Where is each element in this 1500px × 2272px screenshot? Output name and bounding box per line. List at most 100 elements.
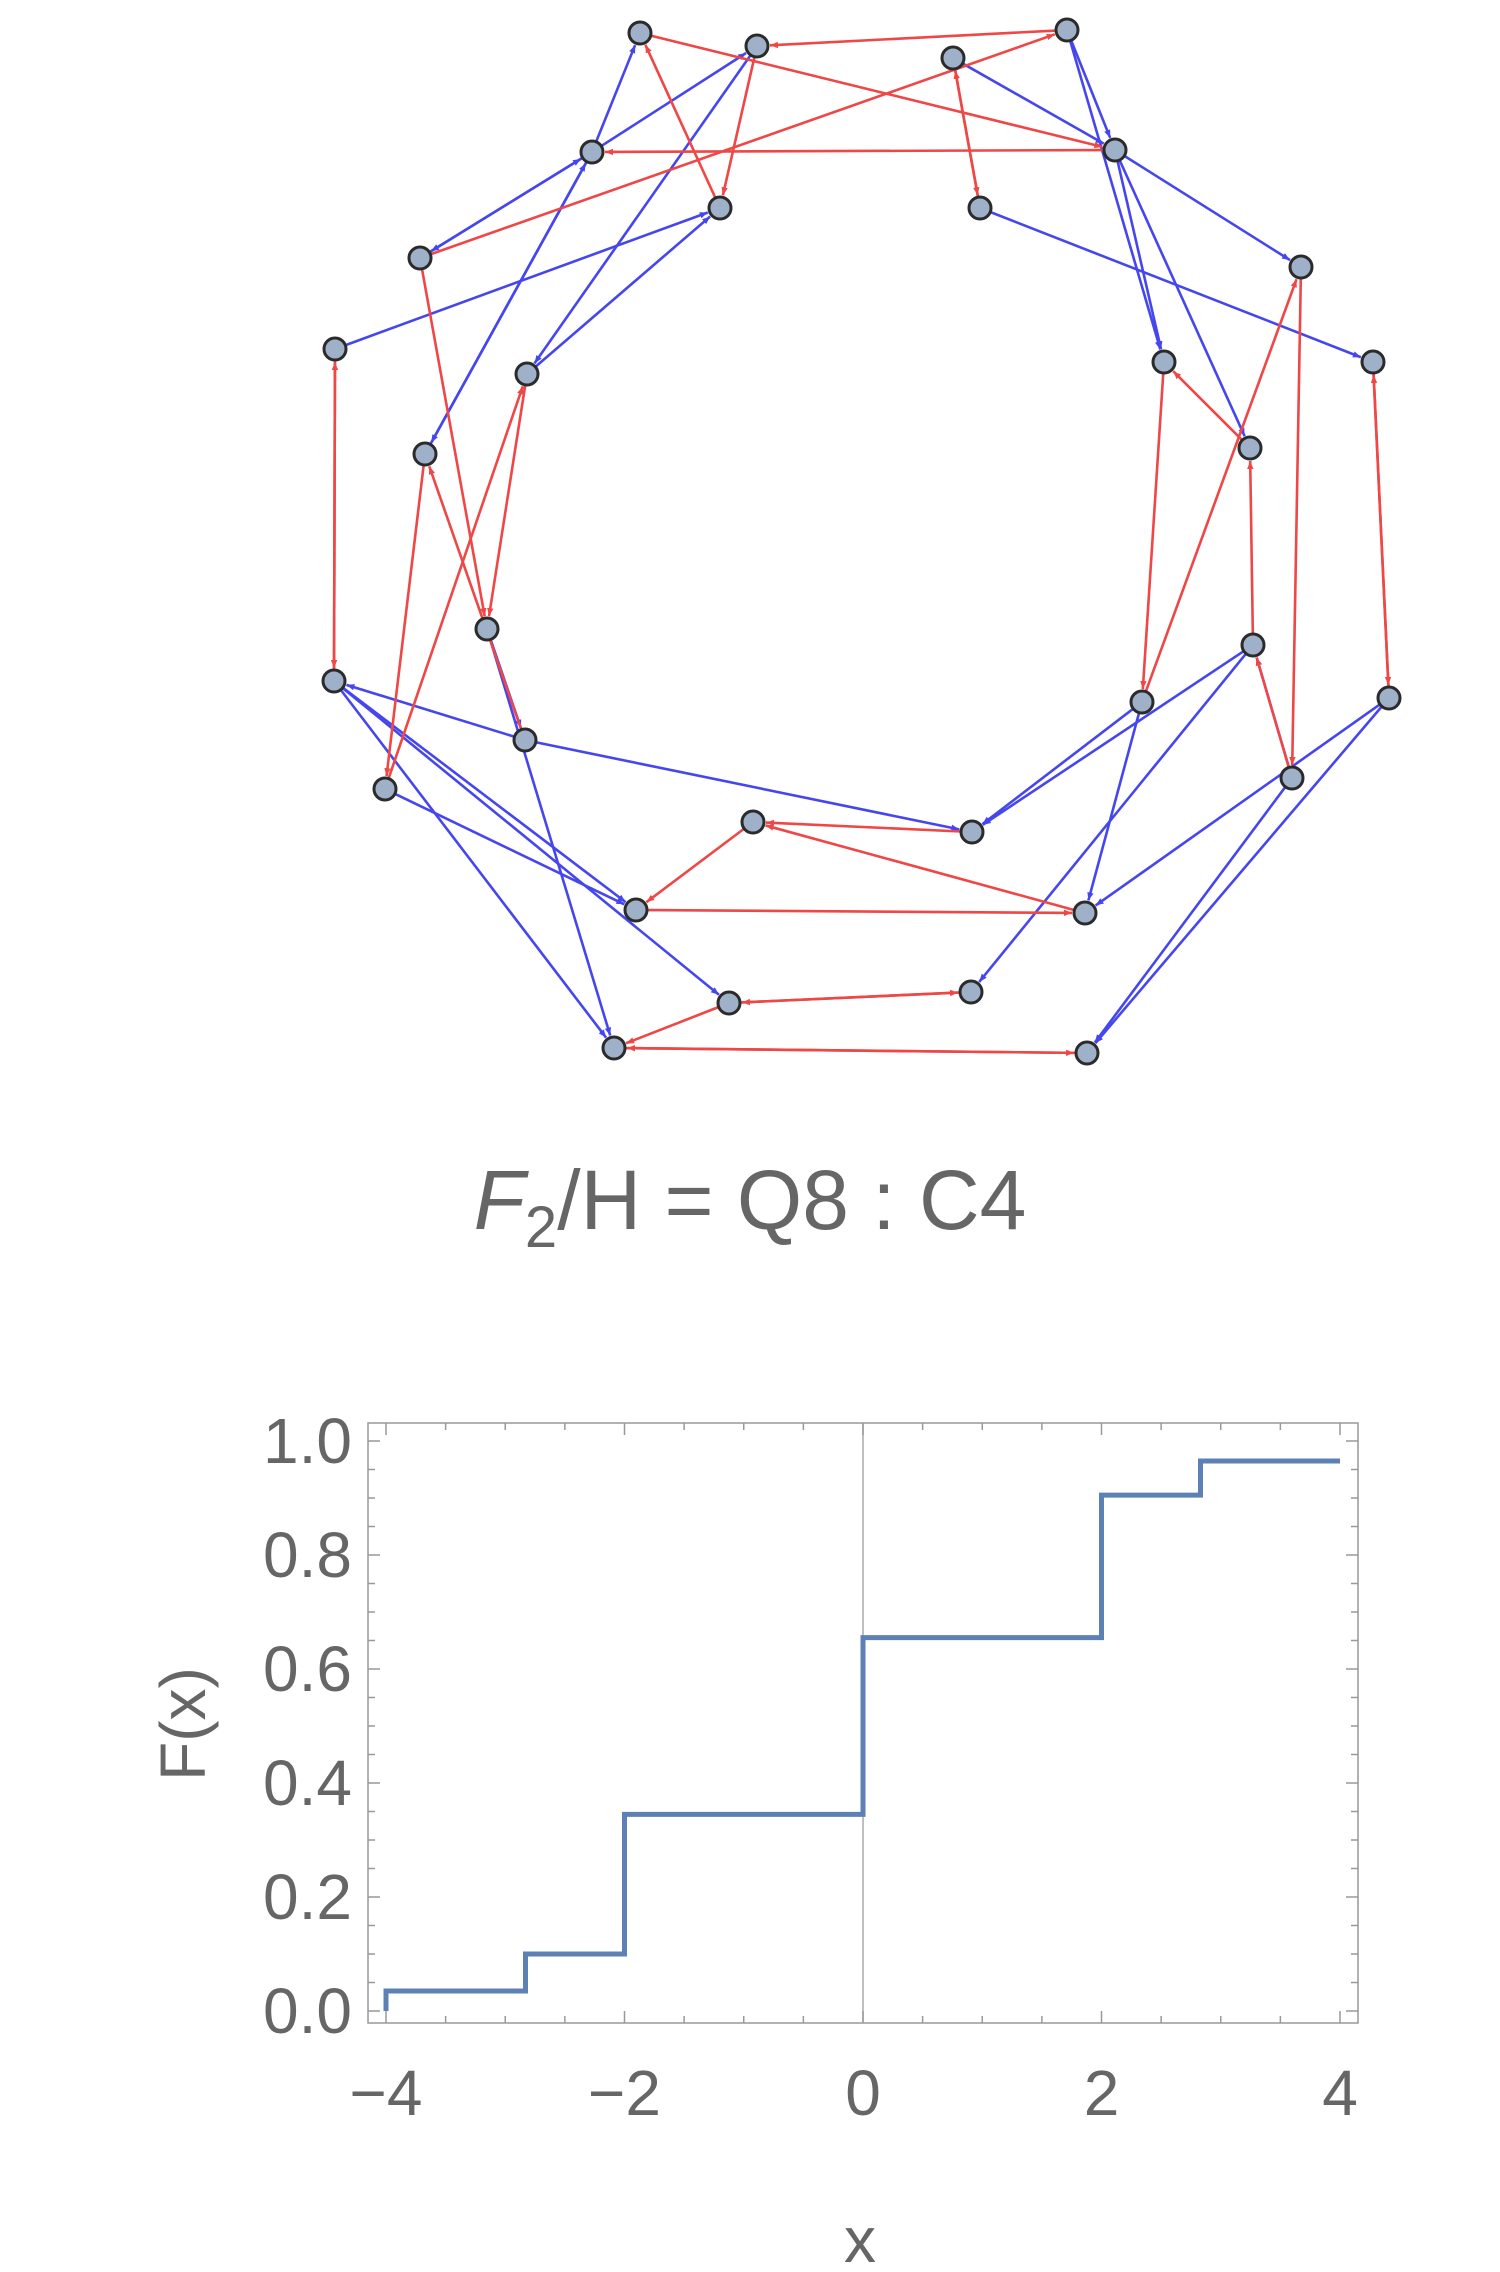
caption-group-subscript: 2 xyxy=(524,1195,558,1260)
plot-ticks: −4 −2 0 2 4 0.0 0.2 0.4 0.6 0.8 1.0 xyxy=(263,1405,1358,2129)
y-tick-label: 0.6 xyxy=(263,1633,352,1705)
y-tick-label: 0.2 xyxy=(263,1861,352,1933)
graph-node-n21 xyxy=(1240,632,1266,658)
blue-edge-n17-n31 xyxy=(488,639,612,1036)
blue-edge-n10-n6 xyxy=(344,211,709,347)
y-tick-label: 1.0 xyxy=(263,1405,352,1477)
graph-node-n19 xyxy=(512,727,538,753)
red-edge-n13-n22 xyxy=(1140,372,1165,690)
red-edge-n9-n4 xyxy=(429,33,1056,256)
y-axis-label: F(x) xyxy=(147,1667,219,1781)
red-edge-n6-n1 xyxy=(644,44,717,199)
blue-edge-n19-n26 xyxy=(535,740,960,831)
x-tick-label: 0 xyxy=(845,2057,881,2129)
graph-node-n14 xyxy=(1288,254,1314,280)
blue-edge-n8-n14 xyxy=(1123,154,1291,262)
blue-edge-n8-n13 xyxy=(1116,160,1163,350)
graph-node-n10 xyxy=(322,336,348,362)
blue-edge-n5-n2 xyxy=(600,51,747,148)
blue-edge-n2-n11 xyxy=(533,54,752,365)
x-tick-label: 2 xyxy=(1084,2057,1120,2129)
graph-node-n29 xyxy=(716,990,742,1016)
x-tick-label: −4 xyxy=(350,2057,423,2129)
cayley-graph-svg xyxy=(321,17,1402,1066)
x-tick-label: 4 xyxy=(1322,2057,1358,2129)
blue-edge-n8-n16 xyxy=(1118,159,1246,437)
graph-node-n4 xyxy=(1054,17,1080,43)
red-edge-n9-n17 xyxy=(420,268,487,617)
red-edge-n30-n29 xyxy=(741,991,961,1006)
red-edge-n7-n3 xyxy=(953,70,980,198)
graph-node-n1 xyxy=(627,20,653,46)
red-edge-n27-n28 xyxy=(646,908,1073,917)
blue-edge-n18-n29 xyxy=(341,686,720,996)
graph-node-n9 xyxy=(407,245,433,271)
graph-node-n7 xyxy=(967,195,993,221)
graph-node-n13 xyxy=(1151,349,1177,375)
cayley-graph xyxy=(0,0,1500,1100)
red-edge-n26-n25 xyxy=(765,819,962,833)
y-tick-label: 0.4 xyxy=(263,1747,352,1819)
blue-edge-n18-n27 xyxy=(341,686,627,904)
red-edge-n14-n24 xyxy=(1289,277,1303,766)
caption-rest: /H = Q8 : C4 xyxy=(557,1153,1027,1247)
graph-node-n3 xyxy=(940,45,966,71)
blue-edge-n11-n6 xyxy=(534,215,711,368)
blue-edge-n23-n28 xyxy=(1094,703,1381,907)
graph-node-n5 xyxy=(579,139,605,165)
blue-edge-n4-n8 xyxy=(1069,39,1112,139)
blue-edge-n24-n32 xyxy=(1093,786,1287,1044)
graph-node-n8 xyxy=(1102,137,1128,163)
blue-edge-n22-n26 xyxy=(981,707,1135,826)
graph-node-n32 xyxy=(1074,1040,1100,1066)
graph-node-n15 xyxy=(1360,349,1386,375)
caption-group-symbol: F xyxy=(473,1153,525,1247)
graph-node-n24 xyxy=(1279,765,1305,791)
graph-node-n12 xyxy=(412,441,438,467)
graph-node-n16 xyxy=(1237,435,1263,461)
nodes-layer xyxy=(321,17,1402,1066)
red-edge-n1-n8 xyxy=(650,34,1103,149)
cdf-plot: −4 −2 0 2 4 0.0 0.2 0.4 0.6 0.8 1.0 x F(x) xyxy=(0,1380,1500,2272)
red-edge-n29-n31 xyxy=(625,1005,720,1045)
red-edge-n20-n11 xyxy=(387,385,525,780)
red-edge-n2-n6 xyxy=(721,56,756,196)
red-edge-n32-n31 xyxy=(626,1045,1077,1055)
x-tick-label: −2 xyxy=(588,2057,661,2129)
red-edge-n12-n20 xyxy=(384,464,425,777)
graph-node-n23 xyxy=(1376,685,1402,711)
blue-edge-n21-n26 xyxy=(982,650,1245,826)
red-edge-n24-n21 xyxy=(1255,657,1291,768)
graph-node-n20 xyxy=(372,776,398,802)
red-edge-n11-n17 xyxy=(487,384,527,617)
red-edge-n16-n13 xyxy=(1172,370,1244,442)
blue-edge-n5-n1 xyxy=(594,44,637,143)
graph-node-n22 xyxy=(1129,689,1155,715)
graph-node-n6 xyxy=(707,195,733,221)
graph-caption: F2/H = Q8 : C4 xyxy=(0,1150,1500,1257)
plot-series xyxy=(383,1458,1340,2011)
graph-node-n30 xyxy=(958,979,984,1005)
blue-edge-n20-n27 xyxy=(394,792,625,906)
y-tick-label: 0.0 xyxy=(263,1975,352,2047)
graph-node-n31 xyxy=(601,1035,627,1061)
red-edge-n25-n27 xyxy=(645,827,745,904)
blue-edge-n22-n28 xyxy=(1087,712,1141,901)
red-edge-n8-n5 xyxy=(604,148,1105,156)
blue-edge-n3-n8 xyxy=(961,62,1105,145)
blue-edge-n4-n13 xyxy=(1068,40,1162,350)
graph-node-n26 xyxy=(959,819,985,845)
graph-node-n18 xyxy=(321,668,347,694)
red-edge-n4-n2 xyxy=(769,29,1057,49)
x-axis-label: x xyxy=(844,2204,876,2267)
blue-edge-n21-n30 xyxy=(978,652,1248,983)
cdf-plot-svg: −4 −2 0 2 4 0.0 0.2 0.4 0.6 0.8 1.0 x F(x) xyxy=(147,1405,1359,2272)
graph-node-n11 xyxy=(514,361,540,387)
red-edge-n19-n12 xyxy=(428,465,523,731)
graph-node-n28 xyxy=(1072,900,1098,926)
blue-edge-n9-n5 xyxy=(428,157,582,254)
graph-node-n25 xyxy=(740,809,766,835)
graph-node-n17 xyxy=(474,616,500,642)
y-tick-label: 0.8 xyxy=(263,1519,352,1591)
graph-node-n27 xyxy=(623,897,649,923)
